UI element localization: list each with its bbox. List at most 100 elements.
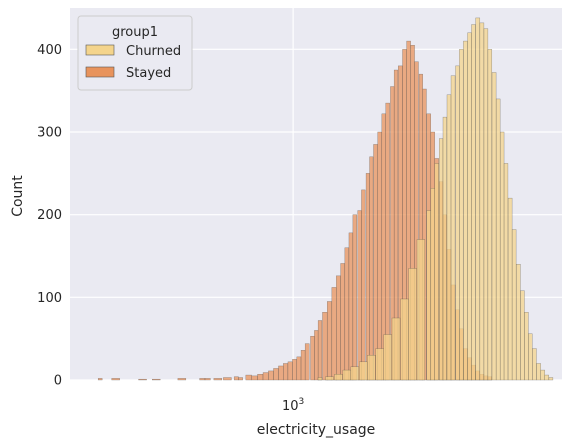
legend-label-stayed: Stayed xyxy=(126,66,171,81)
churned-bar xyxy=(467,32,472,381)
stayed-bar xyxy=(296,356,302,381)
stayed-bar xyxy=(361,189,366,381)
stayed-bar xyxy=(138,378,147,381)
churned-bar xyxy=(459,49,464,381)
churned-bar xyxy=(463,40,468,381)
y-axis-label: Count xyxy=(10,175,26,217)
stayed-bar xyxy=(257,374,264,381)
stayed-bar xyxy=(262,372,269,381)
churned-bar xyxy=(317,377,323,381)
churned-bar xyxy=(350,366,360,381)
stayed-bar xyxy=(278,365,284,381)
churned-bar xyxy=(520,290,525,381)
stayed-bar xyxy=(273,368,279,381)
stayed-bar xyxy=(245,374,252,381)
churned-bar xyxy=(479,22,485,381)
stayed-bar xyxy=(344,247,350,381)
legend-swatch-churned xyxy=(85,44,115,56)
churned-bar xyxy=(383,334,392,381)
grid-lines xyxy=(70,8,562,381)
churned-bar xyxy=(544,374,549,381)
stayed-bar xyxy=(357,210,362,381)
legend: group1 Churned Stayed xyxy=(77,15,193,91)
stayed-bar xyxy=(199,378,206,381)
churned-bar xyxy=(426,210,431,381)
churned-bar xyxy=(416,239,426,381)
churned-bar xyxy=(359,361,368,381)
y-tick-label: 300 xyxy=(37,126,62,141)
stayed-bar xyxy=(348,232,354,381)
churned-bar xyxy=(342,369,352,381)
axis-ticks: 0 100 200 300 400 103 xyxy=(37,43,304,414)
churned-bar xyxy=(548,377,554,381)
stayed-bar xyxy=(352,214,357,381)
churned-bar xyxy=(367,355,376,381)
churned-bar xyxy=(491,72,497,381)
stayed-bar xyxy=(233,376,239,381)
churned-bar xyxy=(495,98,501,381)
stayed-bar xyxy=(111,378,120,381)
stayed-bar xyxy=(268,370,274,381)
churned-bar xyxy=(487,49,493,381)
legend-label-churned: Churned xyxy=(126,44,181,59)
stayed-bar xyxy=(327,301,332,381)
legend-swatch-stayed xyxy=(85,66,115,78)
stayed-bar xyxy=(283,363,289,381)
stayed-bar xyxy=(292,359,297,381)
churned-bar xyxy=(483,28,489,381)
churned-bar xyxy=(528,333,533,381)
churned-bar xyxy=(540,369,545,381)
churned-bar xyxy=(536,363,541,381)
churned-bar xyxy=(400,298,409,381)
churned-bar xyxy=(439,138,444,381)
stayed-bar xyxy=(97,378,103,381)
stayed-bar xyxy=(204,378,211,381)
stayed-bar xyxy=(336,275,341,381)
churned-bar xyxy=(325,376,334,381)
churned-bar xyxy=(524,312,529,381)
stayed-bar xyxy=(251,375,258,381)
x-axis-label: electricity_usage xyxy=(257,422,376,438)
x-tick-label: 103 xyxy=(282,397,304,414)
stayed-bar xyxy=(152,378,161,381)
churned-bar xyxy=(455,65,460,381)
y-tick-label: 100 xyxy=(37,291,62,306)
churned-bar xyxy=(446,94,452,381)
stayed-bar xyxy=(314,330,319,381)
stayed-bar xyxy=(369,156,374,381)
stayed-bar xyxy=(322,312,328,381)
churned-bar xyxy=(511,229,517,381)
churned-bar xyxy=(334,374,343,381)
churned-bar xyxy=(442,116,447,381)
stayed-bar xyxy=(317,320,323,381)
churned-bar xyxy=(507,197,513,381)
churned-bar xyxy=(516,264,521,381)
stayed-bar xyxy=(377,131,382,381)
churned-bars xyxy=(317,17,554,381)
stayed-bar xyxy=(177,378,187,381)
churned-bar xyxy=(450,75,456,381)
stayed-bar xyxy=(331,287,337,381)
churned-bar xyxy=(499,131,505,381)
churned-bar xyxy=(430,188,435,381)
churned-bar xyxy=(375,348,384,381)
stayed-bar xyxy=(310,335,315,381)
stayed-bar xyxy=(340,263,345,381)
churned-bar xyxy=(532,348,537,381)
churned-bar xyxy=(471,24,476,381)
churned-bar xyxy=(391,317,401,381)
y-tick-label: 400 xyxy=(37,43,62,58)
stayed-bar xyxy=(223,377,232,381)
stayed-bar xyxy=(304,343,310,381)
stayed-bar xyxy=(287,361,293,381)
legend-title: group1 xyxy=(112,25,158,40)
stayed-bar xyxy=(365,173,370,381)
stayed-bar xyxy=(300,350,306,381)
churned-bar xyxy=(503,163,509,381)
stayed-bar xyxy=(238,377,243,381)
stayed-bar xyxy=(213,378,223,381)
y-tick-label: 200 xyxy=(37,208,62,223)
stayed-bar xyxy=(373,144,378,381)
churned-bar xyxy=(475,17,481,381)
